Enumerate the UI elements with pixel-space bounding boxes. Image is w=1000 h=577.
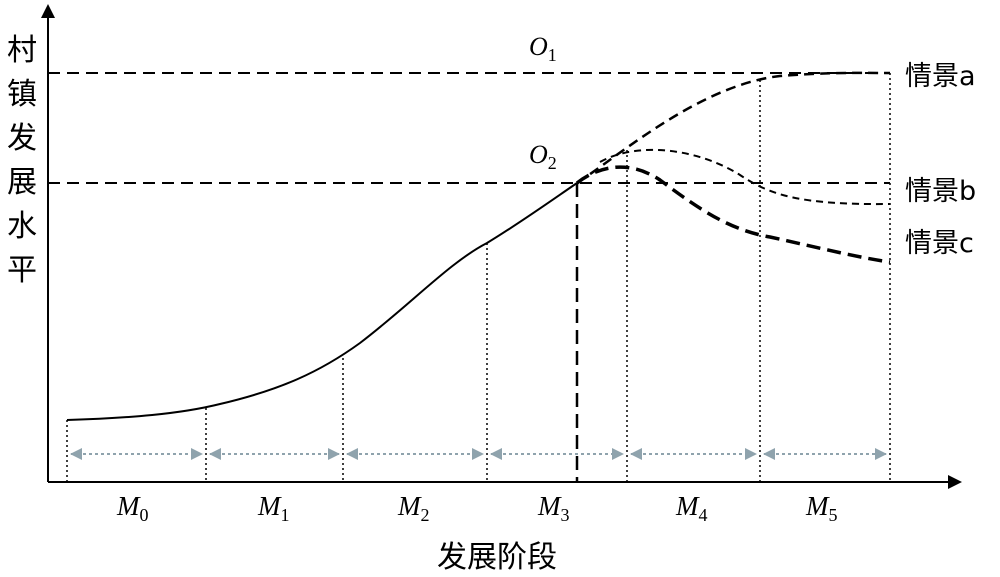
y-axis-label: 村镇发展水平: [7, 33, 37, 288]
level-o2-label: O2: [529, 140, 557, 173]
stage-label-m3: M3: [537, 491, 570, 525]
stage-label-m2: M2: [397, 491, 430, 525]
development-curve: [66, 182, 578, 421]
stage-label-m0: M0: [116, 491, 149, 525]
scenario-label: 情景b: [905, 176, 976, 207]
scenario-b-curve: [599, 148, 891, 206]
stage-label-m1: M1: [257, 491, 290, 525]
y-axis-label-text: 村镇发展水平: [7, 33, 37, 288]
scenario-a-curve: [576, 71, 891, 185]
stage-label-m5: M5: [805, 491, 838, 525]
scenario-label: 情景c: [905, 228, 974, 259]
level-o1-label: O1: [529, 32, 557, 65]
scenario-label: 情景a: [905, 61, 976, 92]
x-axis-label: 发展阶段: [437, 540, 557, 575]
stage-label-m4: M4: [675, 491, 708, 525]
scenario-c-curve: [575, 165, 891, 264]
